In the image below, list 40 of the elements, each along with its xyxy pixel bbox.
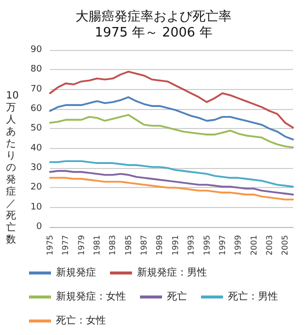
- y-tick-label: 60: [30, 104, 42, 114]
- x-tick-label: 1997: [218, 235, 227, 256]
- line-series: [49, 160, 294, 188]
- legend-label: 新規発症：男性: [137, 266, 207, 278]
- line-series: [49, 96, 294, 140]
- legend-label: 死亡：女性: [56, 314, 106, 326]
- y-tick-label: 50: [30, 124, 42, 134]
- x-tick-label: 1977: [61, 235, 70, 256]
- x-tick-label: 1981: [92, 235, 102, 256]
- line-series: [49, 70, 294, 129]
- x-tick-label: 1985: [124, 235, 133, 256]
- text: 10万人あたりの発症／死亡数: [6, 90, 19, 246]
- line-series: [49, 114, 294, 148]
- y-tick-label: 80: [30, 64, 42, 75]
- line-series: [49, 176, 294, 200]
- x-tick-label: 1991: [170, 235, 180, 256]
- x-tick-label: 1987: [140, 235, 149, 256]
- x-tick-label: 1979: [76, 235, 86, 256]
- x-tick-label: 2005: [280, 235, 290, 256]
- legend-label: 新規発症: [56, 266, 96, 278]
- x-tick-label: 1983: [108, 235, 118, 256]
- x-tick-label: 1999: [234, 235, 243, 256]
- y-tick-label: 20: [30, 182, 42, 193]
- y-tick-label: 10: [30, 202, 42, 212]
- legend-label: 新規発症：女性: [56, 290, 126, 302]
- y-tick-label: 70: [30, 84, 42, 94]
- x-tick-label: 2001: [249, 235, 258, 256]
- y-tick-label: 40: [30, 143, 42, 154]
- line-series: [49, 170, 294, 196]
- x-tick-label: 1995: [202, 235, 212, 256]
- x-tick-label: 1993: [186, 235, 196, 256]
- y-tick-label: 30: [30, 163, 42, 173]
- x-tick-label: 1989: [155, 235, 164, 256]
- legend-label: 死亡: [167, 290, 187, 302]
- y-tick-label: 0: [36, 222, 42, 232]
- y-tick-label: 90: [30, 45, 42, 55]
- x-tick-label: 2003: [264, 235, 274, 256]
- legend-label: 死亡：男性: [228, 290, 278, 302]
- x-tick-label: 1975: [46, 235, 54, 256]
- chart-title: 大腸癌発症率および死亡率 1975 年～ 2006 年: [76, 8, 232, 40]
